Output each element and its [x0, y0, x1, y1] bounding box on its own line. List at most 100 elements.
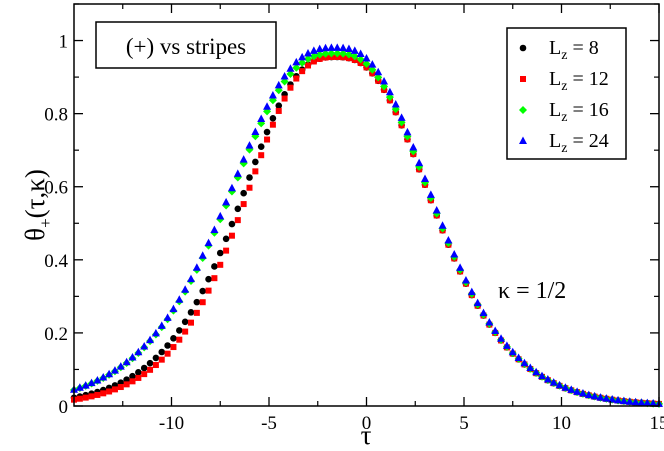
data-point: [117, 384, 124, 391]
data-point: [456, 263, 465, 271]
data-point: [128, 352, 137, 361]
data-point: [175, 295, 184, 303]
y-tick-label: 0.4: [44, 251, 68, 272]
data-point: [561, 383, 570, 391]
data-point: [110, 366, 119, 374]
data-point: [292, 57, 301, 66]
legend-marker-2: [519, 106, 527, 114]
data-point: [187, 309, 195, 316]
x-tick-label: -10: [159, 413, 184, 434]
y-tick-label: 0.6: [44, 178, 68, 199]
data-point: [327, 49, 336, 58]
data-point: [461, 275, 470, 284]
y-label-args: (τ,κ): [20, 169, 50, 218]
legend-entry-3: Lz = 24: [549, 130, 609, 156]
data-point: [368, 65, 377, 74]
data-point: [403, 127, 412, 136]
data-point: [199, 299, 206, 306]
data-point: [374, 67, 383, 76]
data-point: [181, 318, 189, 326]
series-3: [70, 43, 663, 407]
data-point: [82, 394, 89, 401]
data-point: [485, 317, 494, 326]
data-point: [567, 385, 576, 393]
x-tick-label: 0: [362, 413, 372, 434]
data-point: [135, 369, 142, 376]
data-point: [543, 375, 552, 383]
chart-title: (+) vs stripes: [126, 34, 246, 59]
data-point: [246, 174, 253, 181]
data-point: [141, 371, 148, 378]
data-point: [321, 43, 330, 52]
data-point: [327, 43, 336, 51]
data-point: [122, 357, 131, 366]
data-point: [339, 49, 348, 58]
data-point: [246, 184, 253, 191]
data-point: [350, 52, 359, 61]
data-point: [315, 44, 324, 53]
data-point: [81, 381, 90, 389]
data-point: [514, 353, 523, 362]
data-point: [292, 63, 301, 72]
legend-marker-3: [519, 136, 527, 144]
data-point: [299, 68, 306, 75]
data-point: [368, 60, 377, 68]
data-point: [129, 378, 136, 385]
data-point: [391, 100, 400, 108]
data-point: [105, 369, 114, 378]
data-point: [217, 261, 224, 268]
data-point: [321, 49, 330, 58]
data-point: [135, 374, 142, 381]
data-point: [333, 49, 342, 58]
data-point: [193, 309, 200, 316]
data-point: [286, 69, 295, 78]
data-point: [298, 58, 307, 67]
data-point: [269, 121, 276, 128]
data-point: [245, 141, 254, 149]
data-point: [164, 342, 171, 349]
data-point: [397, 113, 406, 121]
data-point: [76, 395, 83, 402]
legend-entry-1: Lz = 12: [549, 68, 609, 94]
data-point: [146, 359, 154, 367]
data-point: [205, 287, 212, 294]
data-point: [274, 80, 283, 89]
y-tick-label: 0.2: [44, 324, 68, 345]
data-point: [227, 183, 236, 192]
x-tick-label: 10: [552, 413, 571, 434]
data-point: [625, 397, 634, 405]
data-point: [298, 52, 307, 61]
data-point: [100, 390, 107, 397]
data-point: [608, 395, 617, 403]
data-point: [123, 376, 130, 383]
data-point: [258, 152, 265, 159]
data-point: [590, 391, 599, 400]
data-point: [205, 275, 212, 283]
data-point: [151, 328, 160, 337]
data-point: [315, 50, 324, 59]
data-point: [502, 341, 511, 349]
data-point: [619, 396, 628, 405]
data-point: [356, 49, 365, 58]
data-point: [304, 49, 312, 57]
data-point: [374, 73, 383, 82]
axis-ticks: -10 -5 0 5 10 15 0 0.2 0.4 0.6 0.8 1: [44, 3, 664, 434]
data-point: [222, 235, 230, 243]
data-point: [204, 238, 213, 247]
data-point: [129, 372, 136, 380]
data-point: [252, 158, 259, 166]
data-point: [147, 366, 154, 373]
x-tick-label: 5: [459, 413, 469, 434]
data-point: [380, 77, 389, 85]
data-point: [479, 308, 488, 317]
title-box: (+) vs stripes: [95, 21, 277, 69]
data-point: [228, 232, 235, 239]
data-point: [216, 249, 224, 257]
data-point: [140, 364, 148, 372]
data-point: [316, 55, 323, 62]
data-point: [199, 287, 206, 295]
data-point: [158, 348, 166, 356]
legend-entry-0: Lz = 8: [549, 37, 599, 63]
data-point: [233, 169, 242, 177]
data-point: [385, 87, 394, 96]
